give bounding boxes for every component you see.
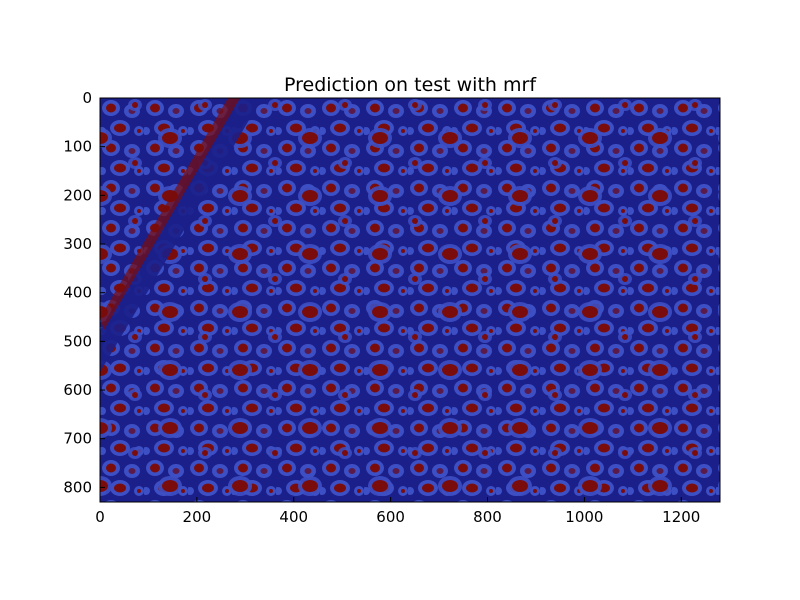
x-tick-label: 600 — [376, 508, 405, 526]
x-tick-label: 200 — [183, 508, 212, 526]
y-tick-label: 200 — [63, 186, 92, 204]
y-tick-label: 100 — [63, 138, 92, 156]
x-tick-label: 800 — [473, 508, 502, 526]
y-tick-label: 300 — [63, 235, 92, 253]
diagonal-vessel-band — [100, 98, 262, 372]
y-tick-label: 400 — [63, 284, 92, 302]
y-tick-label: 700 — [63, 430, 92, 448]
heatmap-image — [100, 98, 720, 502]
y-tick-label: 500 — [63, 332, 92, 350]
y-tick-label: 600 — [63, 381, 92, 399]
y-tick-label: 0 — [82, 89, 92, 107]
x-tick-label: 1000 — [565, 508, 603, 526]
diagonal-vessel-core — [100, 98, 240, 330]
plot-frame — [99, 97, 721, 503]
x-tick-label: 0 — [95, 508, 105, 526]
chart-title: Prediction on test with mrf — [284, 74, 537, 96]
x-tick-label: 400 — [279, 508, 308, 526]
x-axis: 0 200 400 600 800 1000 1200 — [95, 497, 700, 526]
y-tick-label: 800 — [63, 478, 92, 496]
x-tick-label: 1200 — [662, 508, 700, 526]
y-axis: 0 100 200 300 400 500 600 700 800 — [63, 89, 105, 496]
